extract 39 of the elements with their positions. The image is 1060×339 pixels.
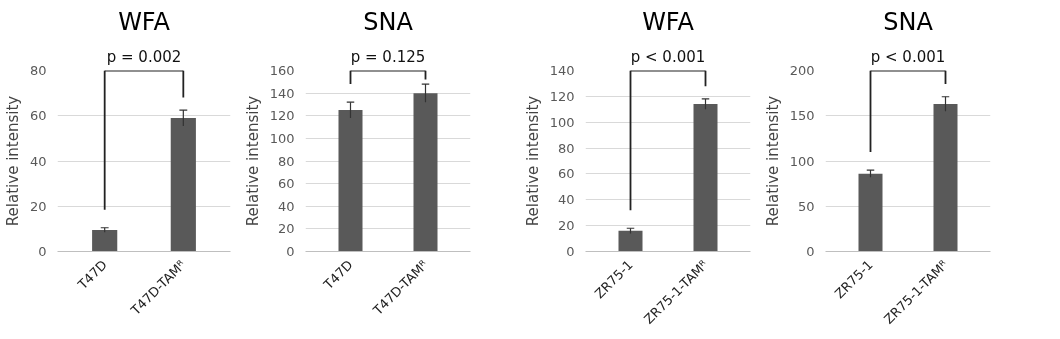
y-tick-label: 200 [789, 63, 815, 78]
y-tick-label: 20 [557, 218, 575, 234]
y-axis-title: Relative intensity [763, 95, 782, 227]
y-tick-label: 0 [566, 244, 575, 259]
text: p = 0.002 [106, 47, 182, 66]
text: p < 0.001 [630, 47, 706, 66]
y-tick-label: 80 [557, 140, 575, 156]
y-tick-label: 160 [269, 63, 295, 78]
y-tick-label: 0 [806, 244, 815, 259]
y-axis-title: Relative intensity [243, 95, 262, 227]
y-tick-label: 60 [29, 108, 47, 124]
text: p < 0.001 [870, 47, 946, 66]
chart-title: SNA [363, 7, 414, 36]
y-tick-label: 140 [549, 63, 575, 78]
y-axis-title: Relative intensity [3, 95, 22, 227]
chart-title: WFA [118, 7, 171, 36]
y-tick-label: 140 [269, 85, 295, 101]
y-tick-label: 60 [557, 166, 575, 182]
y-tick-label: 40 [29, 153, 47, 169]
y-tick-label: 60 [277, 176, 295, 192]
y-tick-label: 40 [557, 192, 575, 208]
y-tick-label: 100 [549, 114, 575, 130]
y-tick-label: 100 [789, 153, 815, 169]
y-tick-label: 100 [269, 130, 295, 146]
chart-title: SNA [883, 7, 934, 36]
y-tick-label: 40 [277, 198, 295, 214]
chart-title: WFA [642, 7, 695, 36]
y-tick-label: 150 [789, 108, 815, 124]
y-tick-label: 120 [269, 108, 295, 124]
y-tick-label: 120 [549, 88, 575, 104]
y-axis-title: Relative intensity [523, 95, 542, 227]
y-tick-label: 50 [797, 198, 815, 214]
y-tick-label: 0 [286, 244, 295, 259]
y-tick-label: 80 [277, 153, 295, 169]
y-tick-label: 20 [29, 198, 47, 214]
text: p = 0.125 [350, 47, 426, 66]
y-tick-label: 0 [38, 244, 47, 259]
y-tick-label: 80 [29, 63, 47, 78]
y-tick-label: 20 [277, 221, 295, 237]
